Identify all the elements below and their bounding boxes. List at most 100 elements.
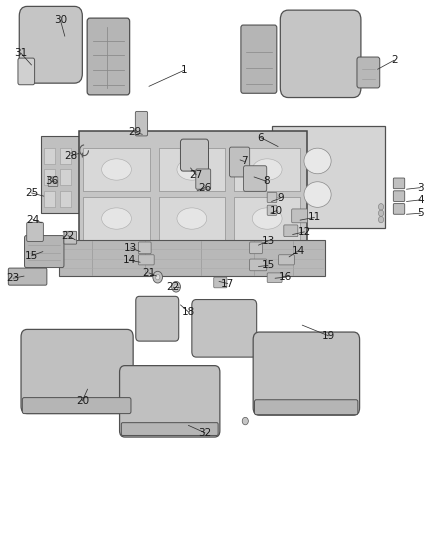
Text: 7: 7: [241, 157, 248, 166]
FancyBboxPatch shape: [267, 192, 277, 203]
Text: 11: 11: [308, 213, 321, 222]
Text: 15: 15: [261, 261, 275, 270]
Text: 20: 20: [76, 396, 89, 406]
Text: 19: 19: [322, 331, 335, 341]
FancyBboxPatch shape: [121, 423, 218, 435]
FancyBboxPatch shape: [27, 222, 43, 241]
FancyBboxPatch shape: [21, 329, 133, 414]
Ellipse shape: [177, 208, 207, 229]
FancyBboxPatch shape: [138, 242, 151, 254]
FancyBboxPatch shape: [250, 242, 262, 254]
FancyBboxPatch shape: [214, 277, 227, 288]
FancyBboxPatch shape: [120, 366, 220, 437]
Circle shape: [153, 271, 162, 283]
FancyBboxPatch shape: [284, 225, 298, 237]
Bar: [79, 131, 307, 244]
Text: 1: 1: [180, 66, 187, 75]
FancyBboxPatch shape: [250, 259, 267, 271]
Circle shape: [378, 210, 384, 216]
FancyBboxPatch shape: [244, 166, 267, 191]
Bar: [59, 240, 325, 276]
Bar: [159, 197, 225, 240]
Text: 30: 30: [54, 15, 67, 25]
Text: 36: 36: [45, 176, 58, 186]
Text: 32: 32: [198, 428, 212, 438]
Bar: [272, 126, 385, 228]
Text: 16: 16: [279, 272, 292, 282]
FancyBboxPatch shape: [393, 191, 405, 201]
Text: 26: 26: [198, 183, 212, 192]
Text: 24: 24: [26, 215, 39, 224]
Circle shape: [378, 216, 384, 223]
Bar: [234, 148, 300, 191]
Bar: [83, 197, 150, 240]
Text: 12: 12: [298, 227, 311, 237]
FancyBboxPatch shape: [267, 205, 277, 215]
Text: 25: 25: [25, 188, 38, 198]
Text: 22: 22: [61, 231, 74, 240]
Text: 14: 14: [123, 255, 136, 265]
Text: 15: 15: [25, 251, 38, 261]
Bar: [44, 191, 55, 207]
FancyBboxPatch shape: [8, 268, 47, 285]
FancyBboxPatch shape: [230, 147, 250, 177]
Bar: [234, 197, 300, 240]
Text: 22: 22: [166, 282, 180, 292]
Text: 9: 9: [277, 193, 284, 203]
FancyBboxPatch shape: [393, 178, 405, 189]
FancyBboxPatch shape: [25, 236, 64, 268]
Ellipse shape: [304, 148, 331, 174]
Text: 6: 6: [257, 133, 264, 142]
Text: 13: 13: [261, 236, 275, 246]
FancyBboxPatch shape: [267, 273, 282, 282]
Text: 21: 21: [142, 268, 155, 278]
FancyBboxPatch shape: [241, 25, 277, 93]
Bar: [60, 148, 71, 164]
Text: 23: 23: [7, 273, 20, 283]
Text: 4: 4: [417, 195, 424, 205]
Ellipse shape: [177, 159, 207, 180]
Text: 31: 31: [14, 49, 28, 58]
Text: 17: 17: [221, 279, 234, 288]
FancyBboxPatch shape: [18, 58, 35, 85]
Bar: [60, 169, 71, 185]
FancyBboxPatch shape: [64, 231, 77, 244]
Circle shape: [242, 417, 248, 425]
FancyBboxPatch shape: [180, 139, 208, 171]
Text: 8: 8: [263, 176, 270, 186]
FancyBboxPatch shape: [135, 111, 148, 136]
Text: 10: 10: [270, 206, 283, 215]
Text: 27: 27: [190, 170, 203, 180]
Circle shape: [155, 274, 160, 280]
FancyBboxPatch shape: [19, 6, 82, 83]
FancyBboxPatch shape: [292, 209, 307, 223]
FancyBboxPatch shape: [136, 296, 179, 341]
Text: 28: 28: [64, 151, 78, 160]
Text: 5: 5: [417, 208, 424, 218]
Bar: [83, 148, 150, 191]
FancyBboxPatch shape: [192, 300, 257, 357]
FancyBboxPatch shape: [254, 400, 358, 415]
Ellipse shape: [252, 208, 282, 229]
Text: 14: 14: [292, 246, 305, 255]
Ellipse shape: [102, 208, 131, 229]
Text: 13: 13: [124, 243, 137, 253]
Bar: [60, 191, 71, 207]
Text: 29: 29: [128, 127, 141, 137]
Text: 18: 18: [182, 307, 195, 317]
Bar: [44, 169, 55, 185]
Text: 2: 2: [391, 55, 398, 65]
FancyBboxPatch shape: [22, 398, 131, 414]
FancyBboxPatch shape: [279, 255, 294, 265]
Circle shape: [174, 284, 178, 289]
FancyBboxPatch shape: [280, 10, 361, 98]
Bar: [41, 136, 79, 213]
FancyBboxPatch shape: [138, 255, 154, 265]
Circle shape: [378, 204, 384, 210]
FancyBboxPatch shape: [87, 18, 130, 95]
Text: 3: 3: [417, 183, 424, 192]
FancyBboxPatch shape: [253, 332, 360, 415]
FancyBboxPatch shape: [393, 204, 405, 214]
Ellipse shape: [252, 159, 282, 180]
FancyBboxPatch shape: [48, 177, 58, 187]
